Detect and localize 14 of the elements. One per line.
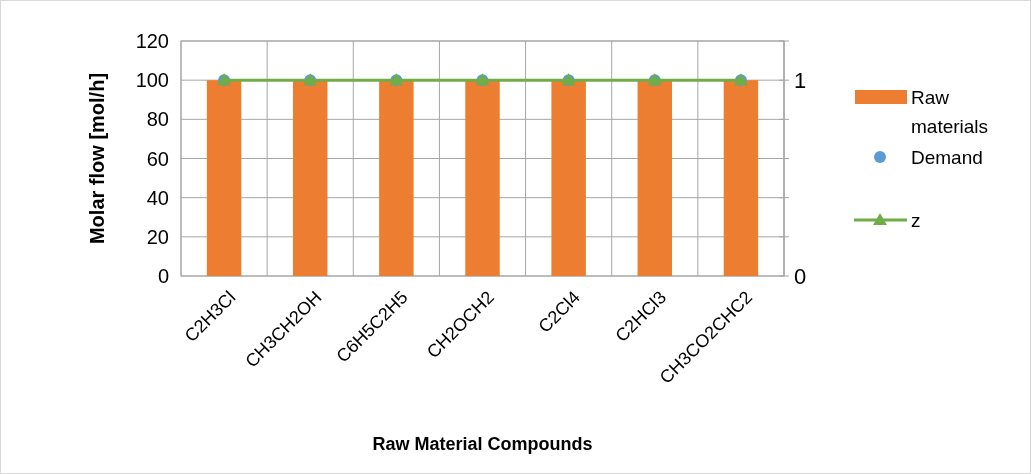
- y-tick-label: 100: [135, 69, 169, 92]
- y-axis-title: Molar flow [mol/h]: [86, 72, 108, 245]
- y-tick-label: 60: [146, 147, 169, 170]
- y2-tick-label: 1: [794, 67, 807, 93]
- legend-label: z: [911, 209, 921, 231]
- x-axis-title: Raw Material Compounds: [372, 434, 593, 454]
- legend-label: Demand: [911, 146, 983, 168]
- y-tick-label: 80: [146, 108, 169, 131]
- legend-label: Raw materials: [911, 86, 989, 138]
- y-tick-label: 40: [146, 186, 169, 209]
- y-tick-label: 120: [135, 30, 169, 52]
- y-tick-label: 20: [146, 225, 169, 248]
- y-tick-label: 0: [157, 265, 169, 287]
- y2-tick-label: 0: [794, 263, 807, 289]
